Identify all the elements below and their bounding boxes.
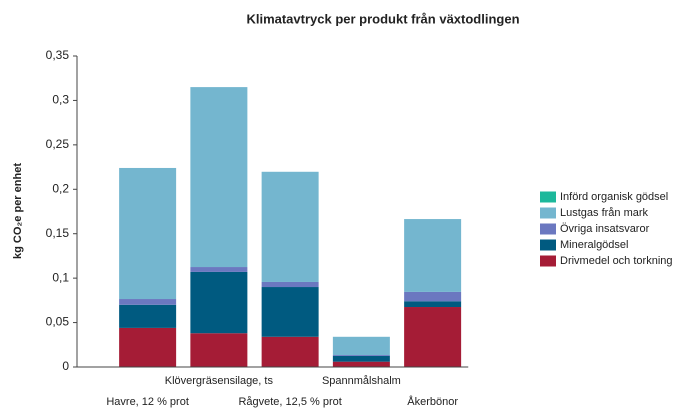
y-tick-label: 0,35 xyxy=(46,48,70,62)
y-tick-label: 0 xyxy=(62,359,69,373)
bar-segment xyxy=(404,307,462,367)
bar-segment xyxy=(404,301,462,308)
bar-segment xyxy=(261,281,319,288)
x-tick-label: Åkerbönor xyxy=(407,395,458,408)
chart-title: Klimatavtryck per produkt från växtodlin… xyxy=(246,11,519,26)
bar-segment xyxy=(119,304,177,328)
y-tick-label: 0,25 xyxy=(46,137,70,151)
y-tick-label: 0,05 xyxy=(46,315,70,329)
legend-label: Införd organisk gödsel xyxy=(560,191,668,203)
y-axis-label: kg CO₂e per enhet xyxy=(12,163,24,259)
bar-segment xyxy=(261,287,319,337)
legend-swatch xyxy=(540,239,556,251)
legend-label: Drivmedel och torkning xyxy=(560,255,673,267)
legend-swatch xyxy=(540,255,556,267)
legend-swatch xyxy=(540,223,556,235)
y-tick-label: 0,1 xyxy=(52,270,69,284)
bar-segment xyxy=(332,355,390,356)
x-tick-label: Havre, 12 % prot xyxy=(106,396,189,408)
bar-segment xyxy=(190,87,248,268)
bar-segment xyxy=(332,336,390,356)
legend-swatch xyxy=(540,207,556,219)
bar-segment xyxy=(190,267,248,272)
bar-segment xyxy=(404,219,462,292)
bar-segment xyxy=(190,333,248,367)
bar-segment xyxy=(190,271,248,334)
bar-segment xyxy=(261,171,319,282)
x-tick-label: Rågvete, 12,5 % prot xyxy=(238,396,341,408)
bar-segment xyxy=(119,299,177,305)
bar-segment xyxy=(404,291,462,302)
x-tick-label: Spannmålshalm xyxy=(322,375,401,387)
bar-segment xyxy=(119,167,177,300)
bar-segment xyxy=(332,361,390,367)
x-tick-label: Klövergräsensilage, ts xyxy=(165,375,274,387)
legend-label: Mineralgödsel xyxy=(560,239,628,251)
legend-label: Övriga insatsvaror xyxy=(560,223,650,235)
legend-swatch xyxy=(540,191,556,203)
legend-label: Lustgas från mark xyxy=(560,207,649,219)
y-tick-label: 0,2 xyxy=(52,181,69,195)
y-tick-label: 0,3 xyxy=(52,93,69,107)
bar-segment xyxy=(332,355,390,362)
bar-segment xyxy=(261,336,319,367)
bar-segment xyxy=(119,327,177,367)
y-tick-label: 0,15 xyxy=(46,226,70,240)
